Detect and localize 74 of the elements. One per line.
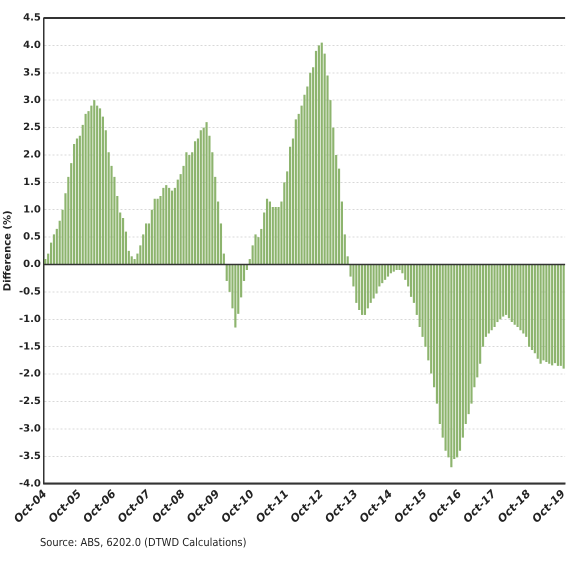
y-tick-label: 2.5 xyxy=(23,122,41,134)
bar xyxy=(508,265,510,318)
bar xyxy=(154,198,156,264)
bar xyxy=(98,108,102,264)
bar xyxy=(502,265,504,317)
bar xyxy=(205,122,208,264)
bar xyxy=(493,265,496,327)
bar xyxy=(519,265,522,330)
bar xyxy=(361,265,364,315)
bar xyxy=(76,138,78,264)
y-tick-label: -1.5 xyxy=(18,341,41,352)
bar xyxy=(551,265,554,366)
bar xyxy=(456,265,458,458)
bar xyxy=(381,265,384,284)
bar xyxy=(320,42,323,264)
bar xyxy=(392,265,395,272)
y-axis-title: Difference (%) xyxy=(2,210,14,292)
y-tick-label: 3.5 xyxy=(23,67,41,78)
y-tick-label: -3.0 xyxy=(18,423,41,434)
bar xyxy=(156,198,159,264)
bar xyxy=(556,265,559,366)
bar xyxy=(510,265,513,322)
bar xyxy=(162,188,164,264)
bar xyxy=(554,265,556,364)
bar xyxy=(514,265,516,325)
bar xyxy=(266,198,268,264)
bar xyxy=(490,265,493,330)
bar xyxy=(185,152,188,264)
y-tick-label: 1.0 xyxy=(23,204,41,216)
bar xyxy=(540,265,542,364)
y-tick-label: 3.0 xyxy=(23,94,41,106)
y-tick-label: -0.5 xyxy=(18,286,41,298)
bar xyxy=(165,185,168,264)
bar xyxy=(528,265,530,347)
bar xyxy=(84,114,87,264)
bar xyxy=(384,265,386,280)
bar xyxy=(545,265,548,362)
bar xyxy=(499,265,502,320)
bar xyxy=(516,265,519,327)
bar xyxy=(542,265,545,360)
bar xyxy=(194,141,196,264)
bar xyxy=(364,265,366,315)
bar xyxy=(562,265,565,369)
y-tick-label: 4.5 xyxy=(23,12,41,24)
bar xyxy=(254,234,257,264)
bar xyxy=(188,154,190,264)
bar xyxy=(504,265,508,315)
bar xyxy=(274,207,277,264)
y-tick-label: 4.0 xyxy=(23,40,41,51)
y-tick-label: 0.0 xyxy=(23,259,41,270)
y-tick-label: 1.5 xyxy=(23,176,41,188)
bar xyxy=(200,130,202,264)
bar xyxy=(548,265,550,364)
y-tick-label: -4.0 xyxy=(18,478,41,490)
bar xyxy=(168,188,170,264)
y-tick-label: -2.5 xyxy=(18,396,41,408)
bar xyxy=(234,265,236,328)
bar xyxy=(390,265,392,274)
bar xyxy=(145,223,148,264)
bar xyxy=(318,45,320,264)
bar xyxy=(488,265,490,334)
y-tick-label: -1.0 xyxy=(18,314,41,325)
y-tick-label: -3.5 xyxy=(18,450,41,462)
bar xyxy=(93,100,96,264)
bar xyxy=(560,265,562,366)
bar xyxy=(450,265,452,468)
bar xyxy=(530,265,534,350)
y-tick-label: -2.0 xyxy=(18,368,41,380)
source-note: Source: ABS, 6202.0 (DTWD Calculations) xyxy=(40,536,246,549)
bar xyxy=(170,190,174,264)
bar xyxy=(268,202,272,264)
y-tick-label: 0.5 xyxy=(23,232,41,243)
bar xyxy=(522,265,524,334)
y-tick-label: 2.0 xyxy=(23,150,41,161)
